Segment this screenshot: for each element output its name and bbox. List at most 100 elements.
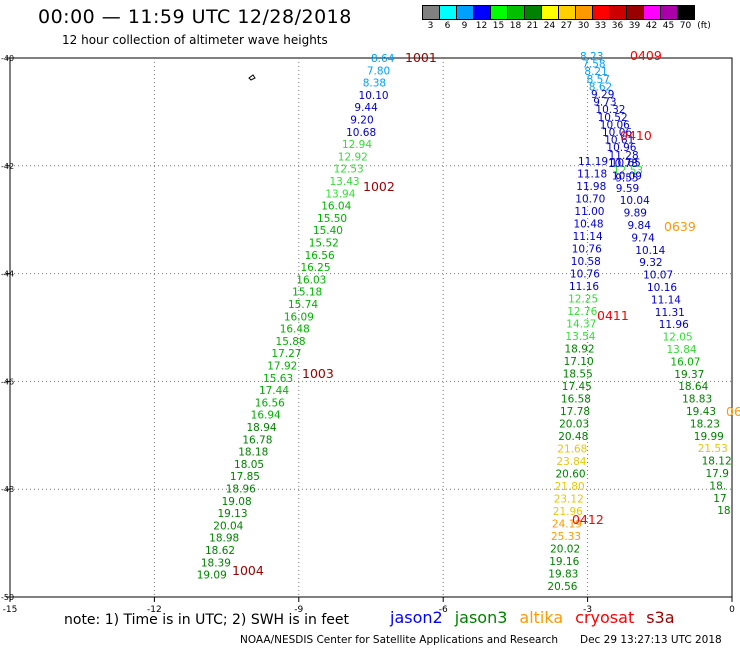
wave-height-label: 12.25 [568,294,598,306]
wave-height-label: 24.19 [552,519,582,531]
wave-height-label: 13.84 [667,344,697,356]
wave-height-label: 17.78 [560,406,590,418]
wave-height-label: 15.52 [309,238,339,250]
wave-height-label: 10.65 [611,157,641,169]
lat-tick-label: -48 [1,485,14,494]
wave-height-label: 8.64 [371,53,395,65]
wave-height-label: 18.98 [209,533,239,545]
colorbar-label: 18 [509,21,522,31]
wave-height-label: 9.89 [624,208,647,220]
wave-height-label: 19.08 [222,496,252,508]
wave-height-label: 20.60 [556,469,586,481]
wave-height-label: 16.78 [242,434,272,446]
time-marker-label: 0639 [664,219,696,234]
satellite-legend-cryosat: cryosat [575,608,635,627]
wave-height-label: 19.83 [548,569,578,581]
wave-height-label: 10.10 [359,90,389,102]
wave-height-label: 10.96 [606,142,636,154]
lon-tick-label: -6 [439,605,448,615]
wave-height-label: 20.02 [550,544,580,556]
colorbar-swatch [677,5,695,20]
wave-height-label: 16.25 [300,262,330,274]
wave-height-label: 18.55 [563,369,593,381]
wave-height-label: 19.99 [694,431,724,443]
generated-timestamp: Dec 29 13:27:13 UTC 2018 [580,634,722,646]
wave-height-label: 8.38 [363,78,386,90]
wave-height-label: 20.04 [213,520,243,532]
figure-subtitle: 12 hour collection of altimeter wave hei… [62,33,328,47]
wave-height-label: 19.13 [217,508,247,520]
wave-height-label: 19.16 [549,556,579,568]
colorbar-label: 33 [594,21,607,31]
time-marker-label: 0411 [597,308,629,323]
wave-height-label: 9.44 [354,102,378,114]
wave-height-label: 9.29 [591,89,614,101]
wave-height-label: 17 [713,493,726,505]
lon-tick-label: -12 [147,605,162,615]
wave-height-label: 18.05 [234,459,264,471]
wave-height-label: 12.05 [663,332,693,344]
wave-height-label: 10.06 [602,127,632,139]
lat-tick-label: -50 [1,593,14,602]
colorbar-label: 24 [543,21,556,31]
wave-height-label: 10.16 [647,282,677,294]
wave-height-label: 11.98 [576,181,606,193]
colorbar-label: 12 [475,21,488,31]
wave-height-label: 9.84 [628,220,652,232]
wave-height-label: 20.03 [559,419,589,431]
colorbar-label: 15 [492,21,505,31]
footer-note: note: 1) Time is in UTC; 2) SWH is in fe… [64,612,350,628]
lon-tick-label: -9 [294,605,303,615]
wave-height-label: 15.74 [288,299,318,311]
wave-height-label: 11.14 [651,294,681,306]
wave-height-label: 20.48 [558,431,588,443]
wave-height-label: 19.43 [686,406,716,418]
lat-tick-label: -40 [1,54,14,63]
wave-height-label: 21.96 [553,506,583,518]
colorbar-label: 70 [679,21,692,31]
wave-height-colorbar: 3 6 9 12 15 18 21 24 27 30 33 36 39 42 45 70 (ft) [422,5,714,35]
wave-height-label: 10.68 [346,127,376,139]
wave-height-label: 15.40 [313,225,343,237]
wave-height-label: 16.04 [321,201,351,213]
wave-height-label: 21.68 [557,444,587,456]
wave-height-label: 12.53 [334,164,364,176]
colorbar-unit-label: (ft) [697,21,711,31]
wave-height-label: 17.44 [259,385,289,397]
wave-height-label: 11.18 [577,169,607,181]
wave-height-label: 10.32 [595,104,625,116]
wave-height-label: 23.12 [554,494,584,506]
wave-height-label: 9.59 [616,183,639,195]
wave-height-label: 16.07 [670,356,700,368]
satellite-legend-jason2: jason2 [390,608,443,627]
wave-height-label: 12.76 [567,306,597,318]
wave-height-label: 10.76 [572,244,602,256]
wave-height-label: 11.31 [655,307,685,319]
wave-height-label: 12.53 [613,165,643,177]
wave-height-label: 11.19 [578,156,608,168]
wave-height-label: 9.32 [639,257,662,269]
time-marker-label: 1003 [302,366,334,381]
wave-height-label: 21.80 [555,481,585,493]
wave-height-label: 17.85 [230,471,260,483]
wave-height-label: 10.78 [608,158,638,170]
wave-height-label: 17.45 [562,381,592,393]
wave-height-label: 11.96 [659,319,689,331]
lat-tick-label: -42 [1,162,14,171]
lat-tick-label: -44 [1,270,14,279]
wave-height-label: 10.48 [574,219,604,231]
wave-height-label: 18.96 [226,484,256,496]
wave-height-label: 16.94 [251,410,281,422]
wave-height-label: 7.58 [582,59,605,71]
wave-height-label: 13.94 [325,188,355,200]
map-frame [9,57,733,598]
wave-height-label: 18.62 [205,545,235,557]
wave-height-label: 16.09 [284,311,314,323]
satellite-legend-altika: altika [519,608,564,627]
colorbar-label: 45 [662,21,675,31]
time-marker-label: 0409 [630,48,662,63]
wave-height-label: 8.21 [584,66,607,78]
wave-height-label: 16.48 [280,324,310,336]
wave-height-label: 17.10 [564,356,594,368]
colorbar-label: 6 [444,21,451,31]
